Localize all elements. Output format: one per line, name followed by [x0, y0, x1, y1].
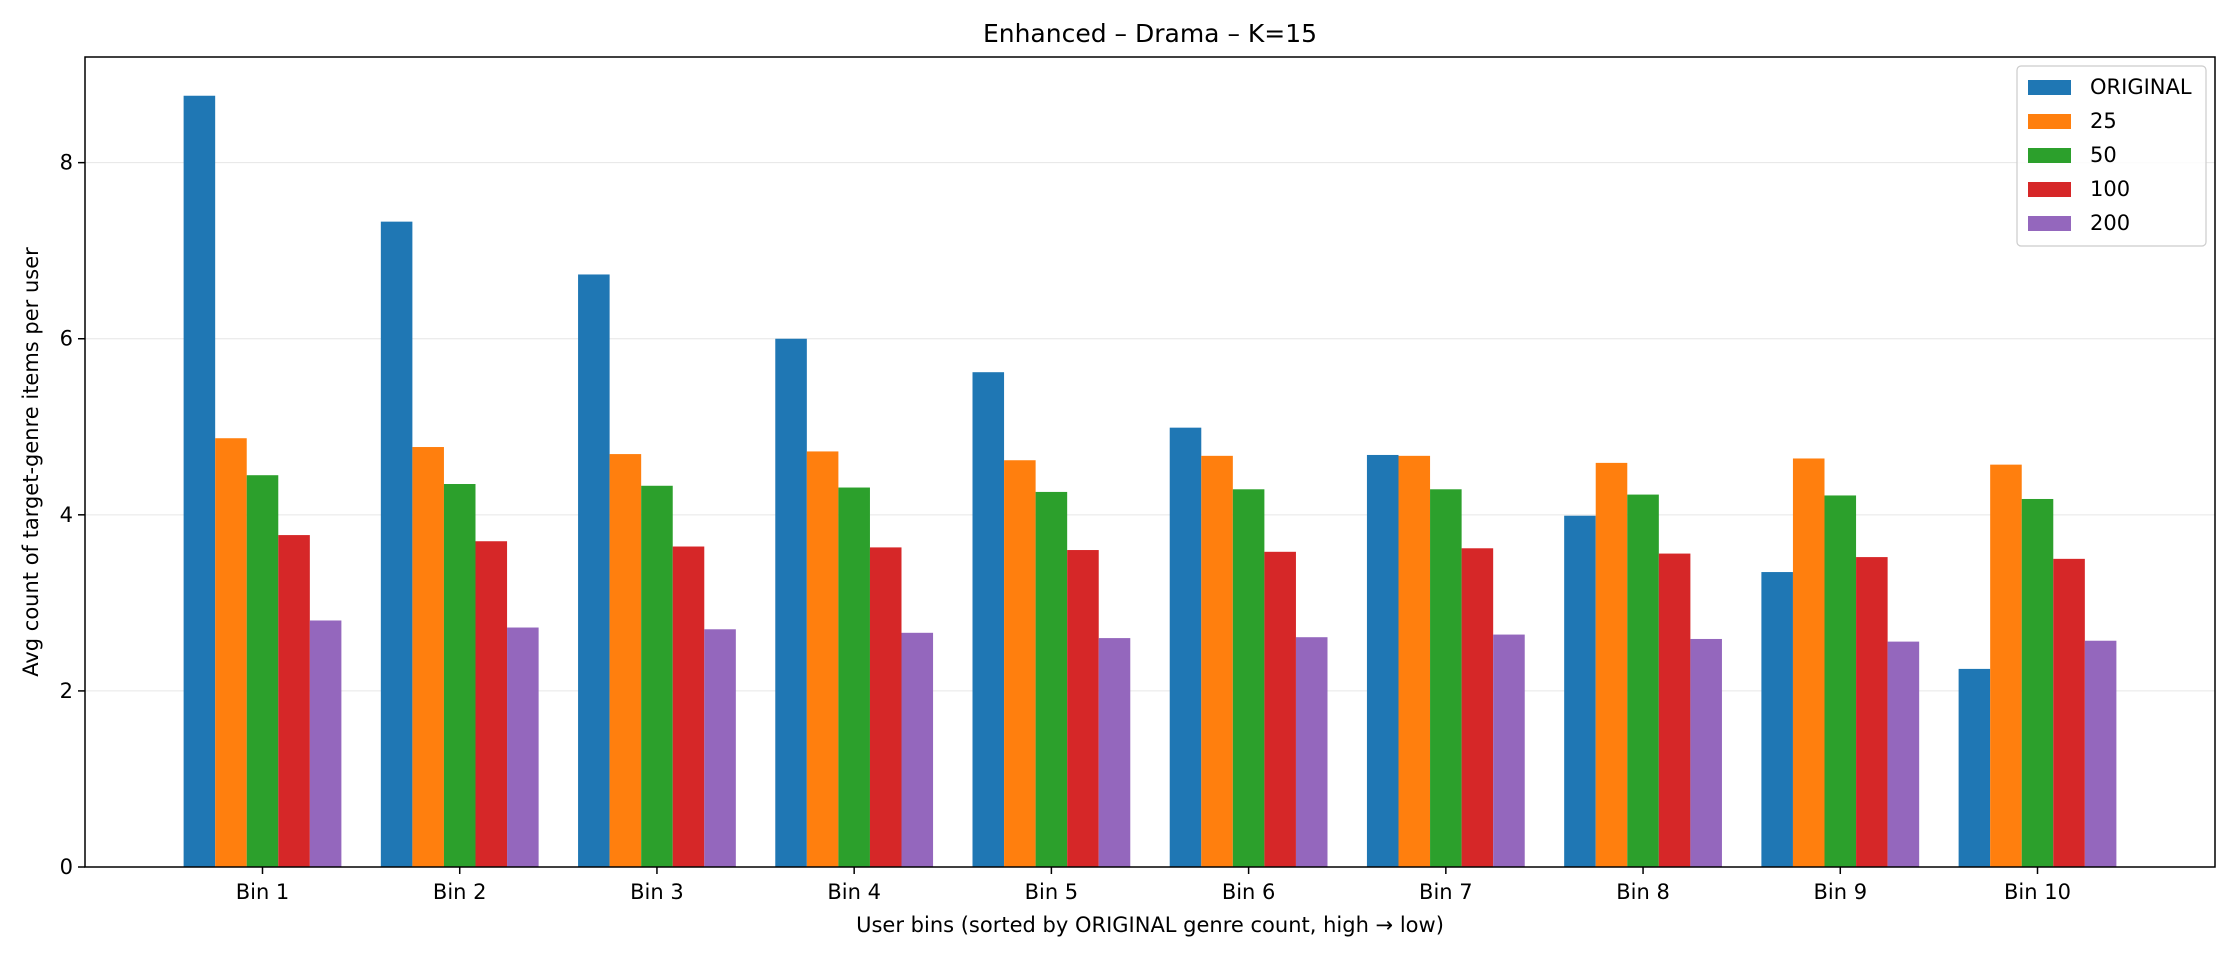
legend-swatch	[2028, 216, 2071, 231]
bar	[1067, 550, 1099, 867]
bar	[443, 484, 476, 867]
bar	[1595, 462, 1628, 867]
bar	[1856, 557, 1888, 867]
bar	[609, 454, 642, 867]
y-tick-label: 4	[60, 503, 73, 527]
bar	[1493, 634, 1525, 867]
legend-label: 50	[2090, 143, 2117, 167]
bar	[380, 221, 413, 867]
x-tick-label: Bin 7	[1419, 880, 1473, 904]
bar	[309, 620, 342, 867]
chart-title: Enhanced – Drama – K=15	[983, 19, 1317, 48]
y-axis-label: Avg count of target-genre items per user	[19, 247, 43, 677]
bar	[1201, 455, 1233, 867]
bar	[183, 95, 216, 868]
x-tick-label: Bin 4	[827, 880, 881, 904]
legend-swatch	[2028, 182, 2071, 197]
legend-swatch	[2028, 114, 2071, 129]
y-tick-label: 2	[60, 679, 73, 703]
x-tick-label: Bin 10	[2004, 880, 2071, 904]
bar	[1824, 495, 1857, 867]
bar	[1990, 464, 2022, 867]
bar	[412, 447, 444, 867]
legend: ORIGINAL 25 50 100 200	[2016, 65, 2207, 247]
bar	[1958, 668, 1991, 867]
legend-swatch	[2028, 148, 2071, 163]
bar	[1461, 548, 1494, 867]
y-tick-label: 6	[60, 327, 73, 351]
bar	[1098, 638, 1131, 867]
bar	[1232, 489, 1265, 867]
x-tick-label: Bin 8	[1616, 880, 1670, 904]
bar	[1264, 551, 1296, 867]
bar	[578, 274, 610, 868]
bar	[1690, 638, 1722, 867]
x-tick-label: Bin 3	[630, 880, 684, 904]
legend-label: ORIGINAL	[2090, 75, 2192, 99]
x-tick-label: Bin 5	[1025, 880, 1079, 904]
bar	[972, 372, 1005, 867]
bar	[2084, 640, 2117, 867]
bar	[672, 546, 705, 867]
x-tick-label: Bin 1	[236, 880, 290, 904]
bar	[246, 475, 279, 867]
legend-label: 25	[2090, 109, 2117, 133]
bar	[806, 451, 839, 867]
x-axis-label: User bins (sorted by ORIGINAL genre coun…	[856, 913, 1444, 937]
x-tick-label: Bin 6	[1222, 880, 1276, 904]
bar	[869, 547, 902, 867]
bar	[2021, 498, 2054, 867]
bar	[278, 535, 310, 867]
bar	[507, 627, 539, 867]
bar	[1564, 515, 1596, 867]
bar	[1295, 637, 1328, 867]
x-tick-label: Bin 9	[1813, 880, 1867, 904]
bar	[1430, 489, 1462, 867]
plot-frame	[84, 56, 2216, 868]
bar	[1004, 460, 1036, 867]
bar	[1398, 455, 1431, 867]
bar	[704, 629, 736, 867]
bar	[2053, 558, 2085, 867]
bar	[1169, 427, 1202, 867]
bar	[901, 632, 934, 867]
bar	[775, 338, 807, 867]
bar	[1761, 572, 1793, 867]
legend-label: 100	[2090, 177, 2130, 201]
y-axis: 0 2 4 6 8	[60, 151, 85, 879]
legend-label: 200	[2090, 211, 2130, 235]
bar	[1627, 494, 1659, 867]
y-tick-label: 8	[60, 151, 73, 175]
bar	[215, 438, 247, 867]
x-tick-label: Bin 2	[433, 880, 487, 904]
y-tick-label: 0	[60, 855, 73, 879]
bar	[641, 485, 673, 867]
legend-swatch	[2028, 80, 2071, 95]
bar	[475, 541, 508, 867]
bar	[838, 487, 870, 867]
bar	[1658, 553, 1691, 867]
bar	[1035, 491, 1068, 867]
bar	[1887, 641, 1920, 867]
bars-layer	[183, 95, 2117, 868]
x-axis: Bin 1 Bin 2 Bin 3 Bin 4 Bin 5 Bin 6 Bin 7 Bin 8…	[236, 867, 2071, 904]
legend-box	[2016, 65, 2207, 247]
bar	[1366, 454, 1399, 867]
bar	[1792, 458, 1825, 867]
